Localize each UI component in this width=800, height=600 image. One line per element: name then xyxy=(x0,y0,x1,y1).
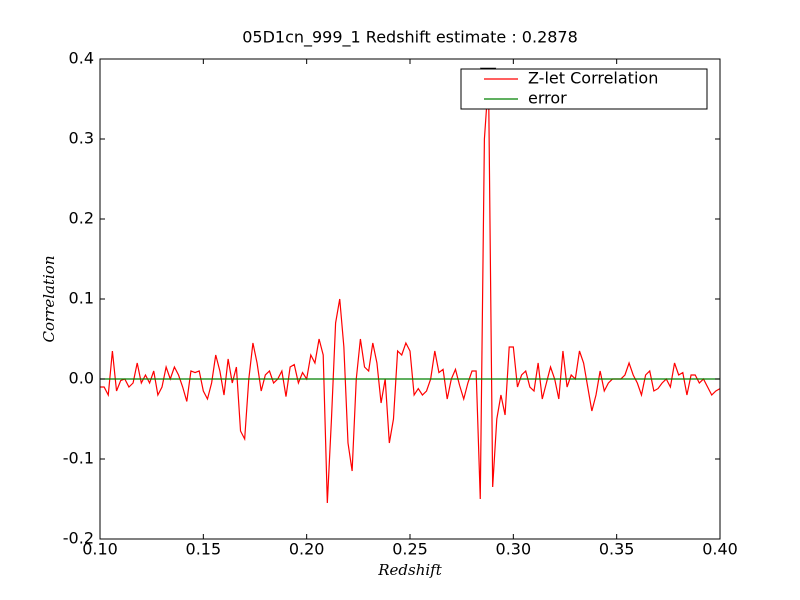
legend-box xyxy=(460,68,708,110)
plot-area xyxy=(100,78,720,504)
x-tick-label: 0.35 xyxy=(599,540,635,559)
x-tick-label: 0.10 xyxy=(82,540,118,559)
x-axis-label: Redshift xyxy=(377,561,442,579)
x-tick-label: 0.20 xyxy=(289,540,325,559)
y-tick-label: 0.0 xyxy=(69,369,94,388)
y-tick-label: 0.2 xyxy=(69,209,94,228)
x-tick-label: 0.40 xyxy=(702,540,738,559)
y-tick-label: -0.1 xyxy=(63,449,94,468)
x-tick-label: 0.30 xyxy=(496,540,532,559)
y-axis-label: Correlation xyxy=(40,256,58,343)
x-tick-label: 0.25 xyxy=(392,540,428,559)
y-tick-label: 0.3 xyxy=(69,129,94,148)
legend-label: error xyxy=(528,89,567,108)
chart-title: 05D1cn_999_1 Redshift estimate : 0.2878 xyxy=(242,28,578,48)
legend-label: Z-let Correlation xyxy=(528,69,658,88)
y-tick-label: -0.2 xyxy=(63,529,94,548)
y-tick-label: 0.1 xyxy=(69,289,94,308)
y-tick-label: 0.4 xyxy=(69,49,94,68)
x-tick-label: 0.15 xyxy=(186,540,222,559)
